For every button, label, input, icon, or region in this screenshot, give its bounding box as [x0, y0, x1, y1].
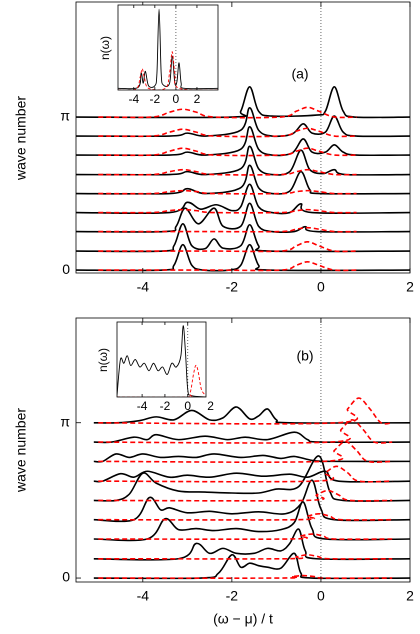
- curve: [93, 455, 410, 502]
- x-tick-label: 0: [173, 92, 180, 106]
- curve: [93, 470, 410, 483]
- dashed-curve: [98, 533, 393, 541]
- curve: [76, 202, 410, 234]
- y-tick-label: π: [60, 413, 70, 429]
- dashed-curve: [98, 574, 393, 579]
- x-tick-label: -4: [128, 92, 139, 106]
- x-tick-label: 2: [406, 588, 414, 604]
- dashed-curve: [98, 106, 357, 119]
- y-axis-label: n(ω): [98, 36, 112, 60]
- curve: [93, 552, 410, 580]
- x-tick-label: -2: [160, 399, 171, 413]
- curve: [76, 164, 410, 195]
- curve: [117, 325, 206, 397]
- x-axis-label: (ω − μ) / t: [213, 611, 273, 627]
- curve: [93, 479, 410, 523]
- curve: [76, 106, 410, 138]
- x-tick-label: -2: [226, 279, 239, 295]
- x-tick-label: 2: [207, 399, 214, 413]
- panel-label: (b): [296, 348, 313, 364]
- x-tick-label: -4: [137, 399, 148, 413]
- curve: [76, 243, 410, 272]
- y-axis-label: n(ω): [96, 348, 110, 372]
- dashed-curve: [98, 512, 393, 521]
- curve: [76, 125, 410, 157]
- y-axis-label: wave number: [13, 408, 29, 493]
- x-tick-label: 0: [184, 399, 191, 413]
- panel-label: (a): [291, 66, 308, 82]
- dashed-curve: [98, 397, 393, 425]
- dashed-curve: [98, 147, 357, 157]
- x-tick-label: -4: [137, 279, 150, 295]
- curve: [76, 183, 410, 215]
- panel: -4 -2 0 2 0 π wave number (ω − μ) / t (b): [13, 317, 414, 627]
- x-tick-label: -4: [137, 588, 150, 604]
- axes-frame: [116, 321, 207, 398]
- inset-chart: -4 -2 0 2 n(ω): [98, 4, 219, 106]
- curve: [76, 145, 410, 176]
- dashed-curve: [98, 489, 393, 502]
- dashed-curve: [98, 260, 357, 272]
- x-tick-label: -2: [150, 92, 161, 106]
- dashed-curve: [98, 554, 393, 560]
- curve: [93, 453, 410, 463]
- y-tick-label: 0: [62, 261, 70, 277]
- axes-frame: [117, 4, 219, 91]
- y-tick-label: π: [60, 108, 70, 124]
- curve: [76, 222, 410, 253]
- curve: [93, 501, 410, 542]
- inset-background: [117, 322, 206, 397]
- dashed-curve: [98, 127, 357, 138]
- curve: [118, 8, 218, 90]
- curve: [76, 86, 410, 119]
- curve: [93, 431, 410, 444]
- inset-chart: -4 -2 0 2 n(ω): [96, 321, 214, 413]
- x-tick-label: 2: [194, 92, 201, 106]
- x-tick-label: -2: [226, 588, 239, 604]
- curve: [93, 406, 410, 424]
- x-tick-label: 0: [317, 588, 325, 604]
- x-tick-label: 2: [406, 279, 414, 295]
- y-tick-label: 0: [62, 569, 70, 585]
- axes-frame: [75, 317, 411, 583]
- inset-background: [118, 5, 218, 90]
- curve: [93, 528, 410, 561]
- dashed-curve: [98, 241, 357, 253]
- dashed-curve: [117, 364, 206, 397]
- dashed-curve: [98, 465, 393, 483]
- x-tick-label: 0: [317, 279, 325, 295]
- y-axis-label: wave number: [13, 96, 29, 181]
- axes-frame: [75, 1, 411, 274]
- dashed-curve: [98, 440, 393, 463]
